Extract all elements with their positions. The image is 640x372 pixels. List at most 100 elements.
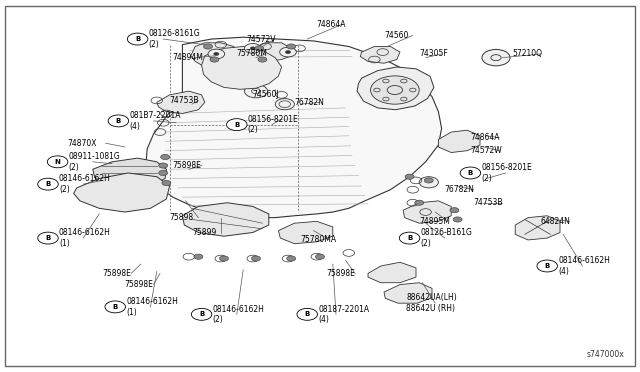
Circle shape: [287, 44, 296, 49]
Circle shape: [214, 52, 219, 55]
Text: B: B: [407, 235, 412, 241]
Circle shape: [38, 178, 58, 190]
Text: 74864A: 74864A: [317, 20, 346, 29]
Polygon shape: [360, 46, 400, 63]
Text: B: B: [305, 311, 310, 317]
Text: 081B7-2201A
(4): 081B7-2201A (4): [129, 111, 180, 131]
Polygon shape: [403, 201, 451, 223]
Circle shape: [210, 57, 219, 62]
Polygon shape: [278, 221, 333, 244]
Circle shape: [258, 57, 267, 62]
Polygon shape: [357, 67, 434, 110]
Polygon shape: [515, 216, 560, 240]
Text: 75899: 75899: [192, 228, 216, 237]
Text: 74560J: 74560J: [253, 90, 280, 99]
Circle shape: [482, 49, 510, 66]
Circle shape: [424, 178, 433, 183]
Text: 75898E: 75898E: [102, 269, 131, 278]
Polygon shape: [74, 173, 170, 212]
Text: 75898E: 75898E: [326, 269, 355, 278]
Text: 08146-6162H
(1): 08146-6162H (1): [126, 297, 178, 317]
Text: 08126-B161G
(2): 08126-B161G (2): [420, 228, 472, 248]
Circle shape: [255, 46, 264, 51]
Text: 57210Q: 57210Q: [512, 49, 542, 58]
Polygon shape: [182, 203, 269, 236]
Text: 08146-6162H
(2): 08146-6162H (2): [212, 305, 264, 324]
Circle shape: [159, 170, 168, 176]
Circle shape: [287, 256, 296, 261]
Circle shape: [105, 301, 125, 313]
Text: 75780M: 75780M: [237, 49, 268, 58]
Circle shape: [450, 208, 459, 213]
Circle shape: [419, 177, 438, 188]
Circle shape: [208, 49, 225, 59]
Text: 76782N: 76782N: [294, 98, 324, 107]
Circle shape: [285, 51, 291, 54]
Text: 64824N: 64824N: [541, 217, 571, 226]
Polygon shape: [191, 43, 243, 69]
Polygon shape: [157, 91, 205, 113]
Circle shape: [108, 115, 129, 127]
Polygon shape: [93, 158, 166, 188]
Circle shape: [244, 44, 261, 53]
Text: 08156-8201E
(2): 08156-8201E (2): [481, 163, 532, 183]
Circle shape: [371, 76, 419, 104]
Circle shape: [250, 47, 255, 50]
Circle shape: [415, 200, 424, 205]
Text: 76782N: 76782N: [445, 185, 475, 194]
Text: 08146-6162H
(1): 08146-6162H (1): [59, 228, 111, 248]
Text: 74894M: 74894M: [173, 53, 204, 62]
Circle shape: [252, 256, 260, 261]
Circle shape: [316, 254, 324, 259]
Text: 74572V: 74572V: [246, 35, 276, 44]
Text: 75898: 75898: [170, 213, 194, 222]
Circle shape: [47, 156, 68, 168]
Polygon shape: [146, 37, 442, 218]
Circle shape: [194, 254, 203, 259]
Polygon shape: [438, 130, 480, 153]
Text: 74864A: 74864A: [470, 133, 500, 142]
Text: 74305F: 74305F: [419, 49, 448, 58]
Circle shape: [191, 308, 212, 320]
Text: s747000x: s747000x: [586, 350, 624, 359]
Circle shape: [297, 308, 317, 320]
Circle shape: [399, 232, 420, 244]
Circle shape: [204, 44, 212, 49]
Circle shape: [280, 47, 296, 57]
Text: 08146-6162H
(2): 08146-6162H (2): [59, 174, 111, 194]
Circle shape: [159, 163, 168, 168]
Text: 75780MA: 75780MA: [301, 235, 337, 244]
Text: B: B: [113, 304, 118, 310]
Text: 08187-2201A
(4): 08187-2201A (4): [318, 305, 369, 324]
Text: 88642UA(LH)
88642U (RH): 88642UA(LH) 88642U (RH): [406, 294, 457, 313]
Text: 08911-1081G
(2): 08911-1081G (2): [68, 152, 120, 171]
Text: B: B: [234, 122, 239, 128]
Text: 08126-8161G
(2): 08126-8161G (2): [148, 29, 200, 49]
Text: 75898E: 75898E: [125, 280, 154, 289]
Circle shape: [38, 232, 58, 244]
Text: 74870X: 74870X: [67, 139, 97, 148]
Circle shape: [460, 167, 481, 179]
Text: 74895M: 74895M: [419, 217, 450, 226]
Circle shape: [161, 154, 170, 160]
Text: 08146-6162H
(4): 08146-6162H (4): [558, 256, 610, 276]
Text: 74560: 74560: [384, 31, 408, 40]
Text: B: B: [45, 235, 51, 241]
Text: 74572W: 74572W: [470, 146, 502, 155]
Text: B: B: [135, 36, 140, 42]
Circle shape: [405, 174, 414, 179]
Circle shape: [162, 180, 171, 186]
Text: 75898E: 75898E: [173, 161, 202, 170]
Text: 74753B: 74753B: [170, 96, 199, 105]
Text: B: B: [545, 263, 550, 269]
Circle shape: [244, 84, 268, 98]
Circle shape: [537, 260, 557, 272]
Polygon shape: [253, 43, 291, 61]
Text: B: B: [468, 170, 473, 176]
Text: B: B: [116, 118, 121, 124]
Polygon shape: [384, 283, 432, 303]
Text: B: B: [45, 181, 51, 187]
Circle shape: [453, 217, 462, 222]
Text: 74753B: 74753B: [474, 198, 503, 207]
Text: 08156-8201E
(2): 08156-8201E (2): [248, 115, 298, 134]
